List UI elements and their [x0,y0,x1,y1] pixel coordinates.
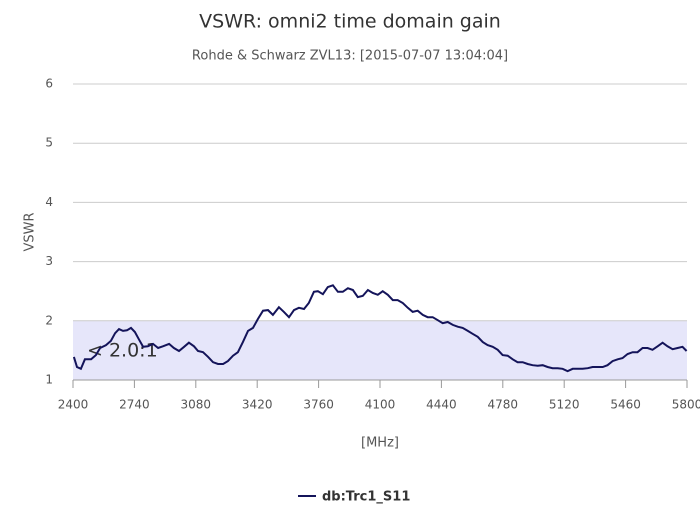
x-tick-label: 3760 [303,398,334,412]
x-tick-label: 3420 [242,398,273,412]
y-tick-label: 1 [45,373,53,387]
x-tick-label: 4780 [488,398,519,412]
x-tick-label: 3080 [181,398,212,412]
x-tick-label: 5460 [610,398,641,412]
chart-title: VSWR: omni2 time domain gain [199,11,501,33]
x-axis-label: [MHz] [361,436,399,451]
y-tick-label: 6 [45,77,53,91]
x-tick-label: 5120 [549,398,580,412]
y-tick-label: 5 [45,136,53,150]
data-line [72,284,688,373]
chart-subtitle: Rohde & Schwarz ZVL13: [2015-07-07 13:04… [192,49,508,64]
x-tick-label: 5800 [672,398,700,412]
y-tick-label: 2 [45,313,53,327]
y-axis-label: VSWR [23,212,38,251]
x-tick-label: 4100 [365,398,396,412]
threshold-band [73,320,687,380]
y-tick-label: 4 [45,195,53,209]
x-tick-label: 4440 [426,398,457,412]
legend-label: db:Trc1_S11 [322,490,410,505]
x-tick-label: 2740 [119,398,150,412]
y-tick-label: 3 [45,254,53,268]
x-tick-label: 2400 [58,398,89,412]
